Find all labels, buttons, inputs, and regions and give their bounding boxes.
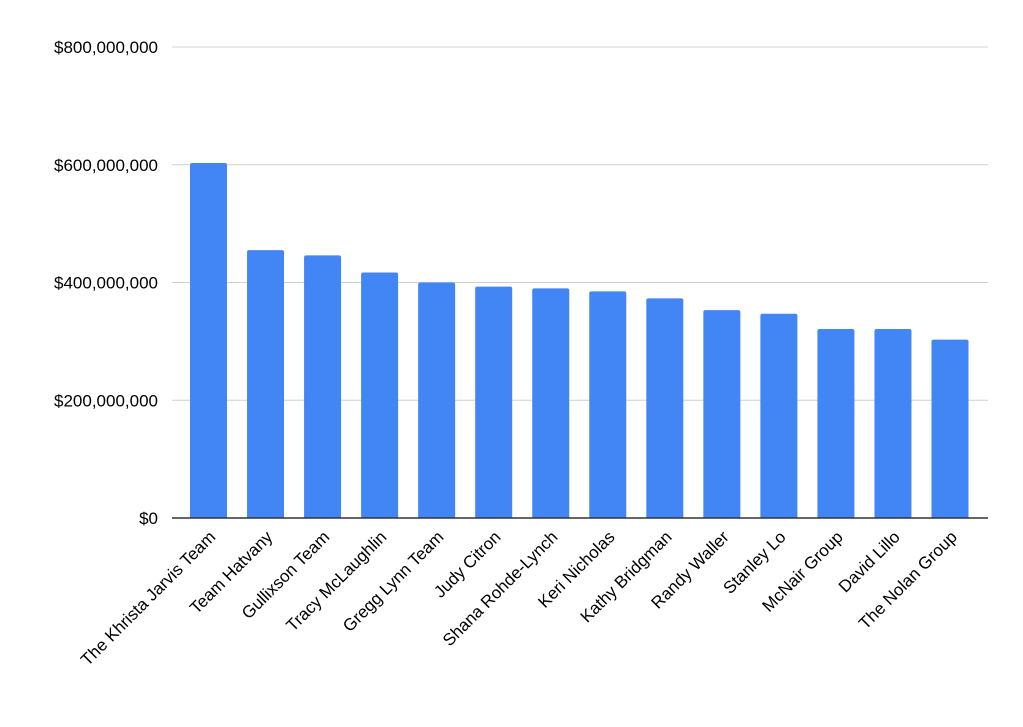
bar xyxy=(646,298,684,518)
bar xyxy=(418,282,456,518)
bar xyxy=(703,310,741,518)
bar xyxy=(817,329,855,518)
bar xyxy=(304,255,342,519)
bars xyxy=(190,162,969,519)
x-tick-label: The Nolan Group xyxy=(855,527,961,633)
bar xyxy=(589,291,627,518)
bar xyxy=(931,339,969,518)
bar xyxy=(475,286,513,518)
bar xyxy=(247,250,285,518)
y-axis-tick-labels: $0 $200,000,000 $400,000,000 $600,000,000 $8… xyxy=(54,38,158,528)
x-tick-label: Tracy McLaughlin xyxy=(283,527,391,635)
bar xyxy=(874,329,912,518)
bar xyxy=(190,162,227,518)
y-tick-label: $800,000,000 xyxy=(54,38,158,57)
y-tick-label: $600,000,000 xyxy=(54,156,158,175)
bar xyxy=(361,272,399,518)
bar xyxy=(760,313,798,518)
y-tick-label: $200,000,000 xyxy=(54,391,158,410)
gridlines xyxy=(172,46,988,401)
y-tick-label: $400,000,000 xyxy=(54,274,158,293)
bar xyxy=(532,288,570,518)
x-tick-label: Gregg Lynn Team xyxy=(339,527,447,635)
y-tick-label: $0 xyxy=(139,509,158,528)
